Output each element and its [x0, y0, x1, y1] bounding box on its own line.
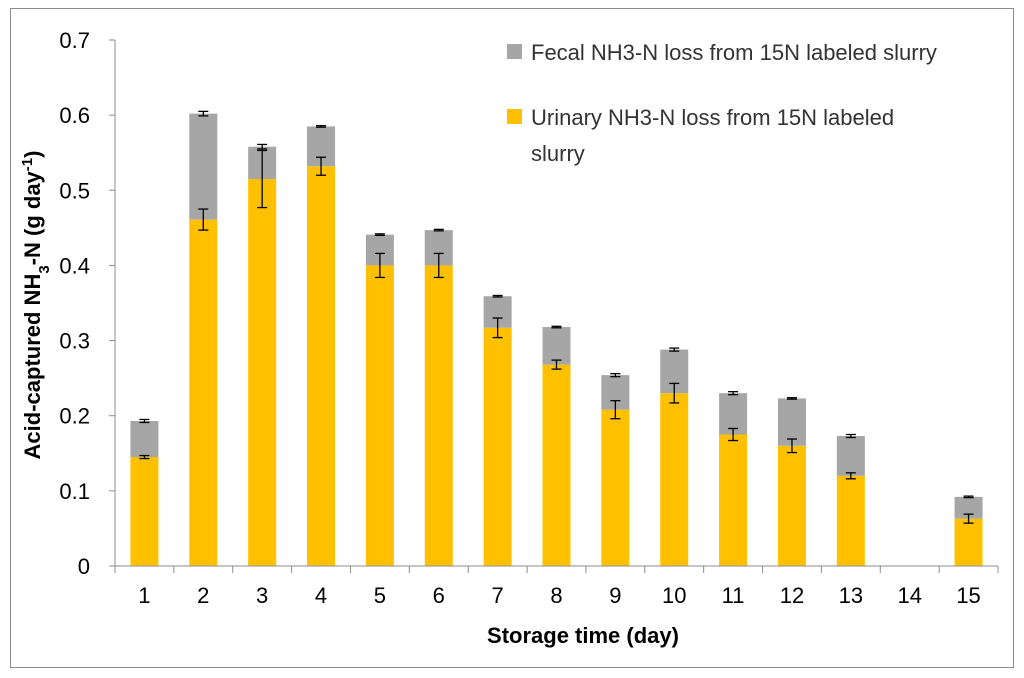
- y-tick-label: 0.7: [59, 28, 90, 53]
- x-tick-label: 10: [662, 583, 686, 608]
- error-bar-urinary: [257, 149, 268, 209]
- bar-fecal: [130, 420, 159, 458]
- y-tick-label: 0.2: [59, 404, 90, 429]
- bar-fecal: [542, 327, 571, 365]
- x-tick-label: 5: [374, 583, 386, 608]
- y-axis-title-subscript: 3: [36, 265, 53, 273]
- legend-label: Fecal NH3-N loss from 15N labeled slurry: [531, 40, 937, 65]
- bar-urinary: [836, 475, 865, 566]
- error-bar-fecal: [610, 372, 621, 378]
- error-bar-urinary: [610, 400, 621, 420]
- error-bar-fecal: [669, 347, 680, 352]
- bar-fecal: [719, 393, 748, 435]
- legend-item-urinary: Urinary NH3-N loss from 15N labeled slurr…: [507, 105, 894, 166]
- bar-fecal: [777, 398, 806, 446]
- y-tick-label: 0.5: [59, 178, 90, 203]
- bar-urinary: [954, 518, 983, 566]
- y-axis-title-superscript: -1: [19, 158, 36, 171]
- bar-urinary: [601, 409, 630, 566]
- axes: [109, 39, 999, 573]
- error-bar-urinary: [728, 427, 739, 442]
- y-axis-title: Acid-captured NH3-N (g day-1): [19, 151, 53, 460]
- error-bar-fecal: [492, 294, 503, 298]
- error-bar-fecal: [786, 397, 797, 400]
- x-tick-label: 9: [609, 583, 621, 608]
- y-tick-labels: 0 0.1 0.2 0.3 0.4 0.5 0.6 0.7: [59, 28, 90, 579]
- error-bar-urinary: [433, 252, 444, 279]
- x-tick-label: 7: [492, 583, 504, 608]
- error-bar-fecal: [963, 495, 974, 499]
- bar-fecal: [189, 113, 218, 220]
- bar-urinary: [483, 327, 512, 566]
- error-bars: [139, 110, 974, 524]
- y-tick-label: 0.6: [59, 103, 90, 128]
- bar-urinary: [424, 265, 453, 566]
- x-tick-label: 4: [315, 583, 327, 608]
- x-axis-title: Storage time (day): [487, 623, 679, 648]
- y-tick-label: 0.3: [59, 329, 90, 354]
- error-bar-fecal: [551, 325, 562, 329]
- error-bar-urinary: [198, 208, 209, 231]
- bar-urinary: [542, 364, 571, 566]
- x-tick-label: 12: [780, 583, 804, 608]
- bar-fecal: [836, 436, 865, 476]
- error-bar-urinary: [374, 252, 385, 279]
- error-bar-urinary: [786, 438, 797, 454]
- error-bar-fecal: [257, 143, 268, 150]
- error-bar-urinary: [551, 359, 562, 370]
- error-bar-fecal: [139, 418, 150, 424]
- legend: Fecal NH3-N loss from 15N labeled slurry…: [507, 40, 937, 166]
- x-tick-label: 2: [197, 583, 209, 608]
- bars: [130, 113, 983, 567]
- legend-label: Urinary NH3-N loss from 15N labeled: [531, 105, 894, 130]
- legend-item-fecal: Fecal NH3-N loss from 15N labeled slurry: [507, 40, 937, 65]
- x-tick-label: 11: [722, 583, 745, 608]
- x-tick-label: 14: [897, 583, 921, 608]
- error-bar-fecal: [433, 228, 444, 232]
- y-tick-label: 0: [78, 554, 90, 579]
- y-axis-title-mid: -N (g day: [20, 170, 45, 265]
- x-tick-label: 8: [550, 583, 562, 608]
- error-bar-fecal: [198, 110, 209, 117]
- bar-fecal: [954, 496, 983, 519]
- x-tick-label: 1: [138, 583, 150, 608]
- error-bar-fecal: [316, 125, 327, 128]
- x-tick-label: 6: [433, 583, 445, 608]
- x-tick-label: 15: [956, 583, 980, 608]
- error-bar-urinary: [845, 472, 856, 480]
- y-tick-label: 0.1: [59, 479, 90, 504]
- x-tick-label: 3: [256, 583, 268, 608]
- error-bar-urinary: [669, 382, 680, 404]
- y-axis-title-prefix: Acid-captured NH: [20, 274, 45, 460]
- bar-urinary: [248, 179, 277, 566]
- error-bar-urinary: [492, 317, 503, 339]
- error-bar-urinary: [963, 513, 974, 524]
- bar-urinary: [660, 393, 689, 566]
- bar-urinary: [189, 219, 218, 566]
- x-tick-labels: 1 2 3 4 5 6 7 8 9 10 11 12 13 14 15: [138, 583, 981, 608]
- bar-urinary: [307, 166, 336, 567]
- error-bar-fecal: [374, 233, 385, 237]
- bar-urinary: [777, 445, 806, 566]
- legend-swatch: [507, 44, 522, 59]
- bar-urinary: [719, 434, 748, 566]
- y-axis-title-suffix: ): [20, 151, 45, 158]
- legend-swatch: [507, 109, 522, 124]
- bar-urinary: [365, 265, 394, 566]
- error-bar-urinary: [139, 454, 150, 460]
- bar-urinary: [130, 457, 159, 566]
- x-tick-label: 13: [839, 583, 863, 608]
- y-tick-label: 0.4: [59, 253, 90, 278]
- legend-label: slurry: [531, 141, 585, 166]
- error-bar-fecal: [845, 433, 856, 439]
- error-bar-fecal: [728, 391, 739, 396]
- error-bar-urinary: [316, 156, 327, 176]
